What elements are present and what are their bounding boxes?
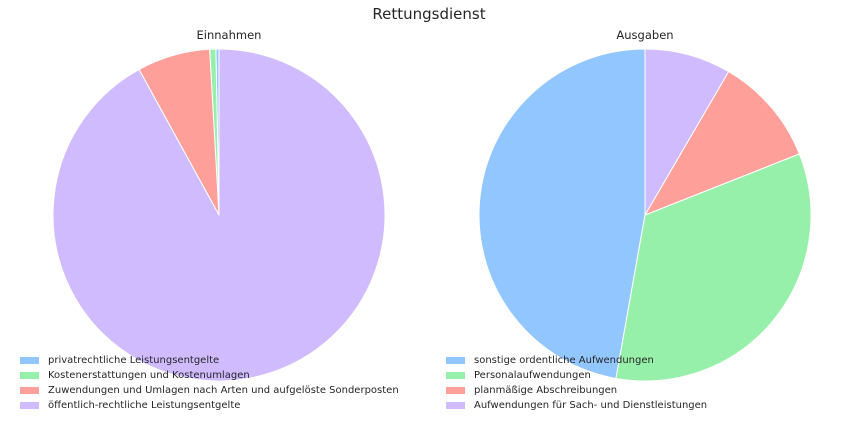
legend-label: sonstige ordentliche Aufwendungen: [474, 355, 654, 366]
legend-swatch: [446, 402, 465, 409]
legend-item-privatrechtliche-leistungsentgelte: privatrechtliche Leistungsentgelte: [20, 353, 399, 368]
legend-swatch: [20, 387, 39, 394]
legend-label: Kostenerstattungen und Kostenumlagen: [48, 370, 250, 381]
legend-item-sonstige-ordentliche-aufwendungen: sonstige ordentliche Aufwendungen: [446, 353, 707, 368]
legend-ausgaben: sonstige ordentliche Aufwendungen Persona…: [446, 353, 707, 413]
figure-title: Rettungsdienst: [372, 5, 485, 23]
legend-swatch: [446, 387, 465, 394]
legend-item-aufwendungen-fur-sach-und-dienstleistungen: Aufwendungen für Sach- und Dienstleistun…: [446, 398, 707, 413]
legend-swatch: [20, 357, 39, 364]
legend-label: privatrechtliche Leistungsentgelte: [48, 355, 220, 366]
legend-item-offentlich-rechtliche-leistungsentgelte: öffentlich-rechtliche Leistungsentgelte: [20, 398, 399, 413]
legend-item-personalaufwendungen: Personalaufwendungen: [446, 368, 707, 383]
legend-swatch: [20, 402, 39, 409]
pie-title-einnahmen: Einnahmen: [197, 28, 262, 42]
pie-einnahmen: [52, 48, 386, 382]
legend-label: planmäßige Abschreibungen: [474, 385, 618, 396]
pie-title-ausgaben: Ausgaben: [616, 28, 673, 42]
pie-slice-personalaufwendungen: [615, 153, 812, 382]
pie-slice-aufwendungen-fur-sach-und-dienstleistungen: [644, 48, 730, 216]
legend-swatch: [446, 357, 465, 364]
legend-label: Zuwendungen und Umlagen nach Arten und a…: [48, 385, 399, 396]
legend-swatch: [446, 372, 465, 379]
pie-slice-planma-ige-abschreibungen: [644, 71, 800, 216]
legend-item-kostenerstattungen-und-kostenumlagen: Kostenerstattungen und Kostenumlagen: [20, 368, 399, 383]
legend-item-planma-ige-abschreibungen: planmäßige Abschreibungen: [446, 383, 707, 398]
legend-einnahmen: privatrechtliche Leistungsentgelte Kosten…: [20, 353, 399, 413]
pie-ausgaben: [478, 48, 812, 382]
pie-slice-sonstige-ordentliche-aufwendungen: [478, 48, 646, 379]
legend-label: öffentlich-rechtliche Leistungsentgelte: [48, 400, 241, 411]
legend-label: Aufwendungen für Sach- und Dienstleistun…: [474, 400, 708, 411]
legend-label: Personalaufwendungen: [474, 370, 591, 381]
legend-swatch: [20, 372, 39, 379]
pie-slice-offentlich-rechtliche-leistungsentgelte: [52, 48, 386, 382]
legend-item-zuwendungen-und-umlagen-nach-arten-und-aufgeloste-sonderposten: Zuwendungen und Umlagen nach Arten und a…: [20, 383, 399, 398]
